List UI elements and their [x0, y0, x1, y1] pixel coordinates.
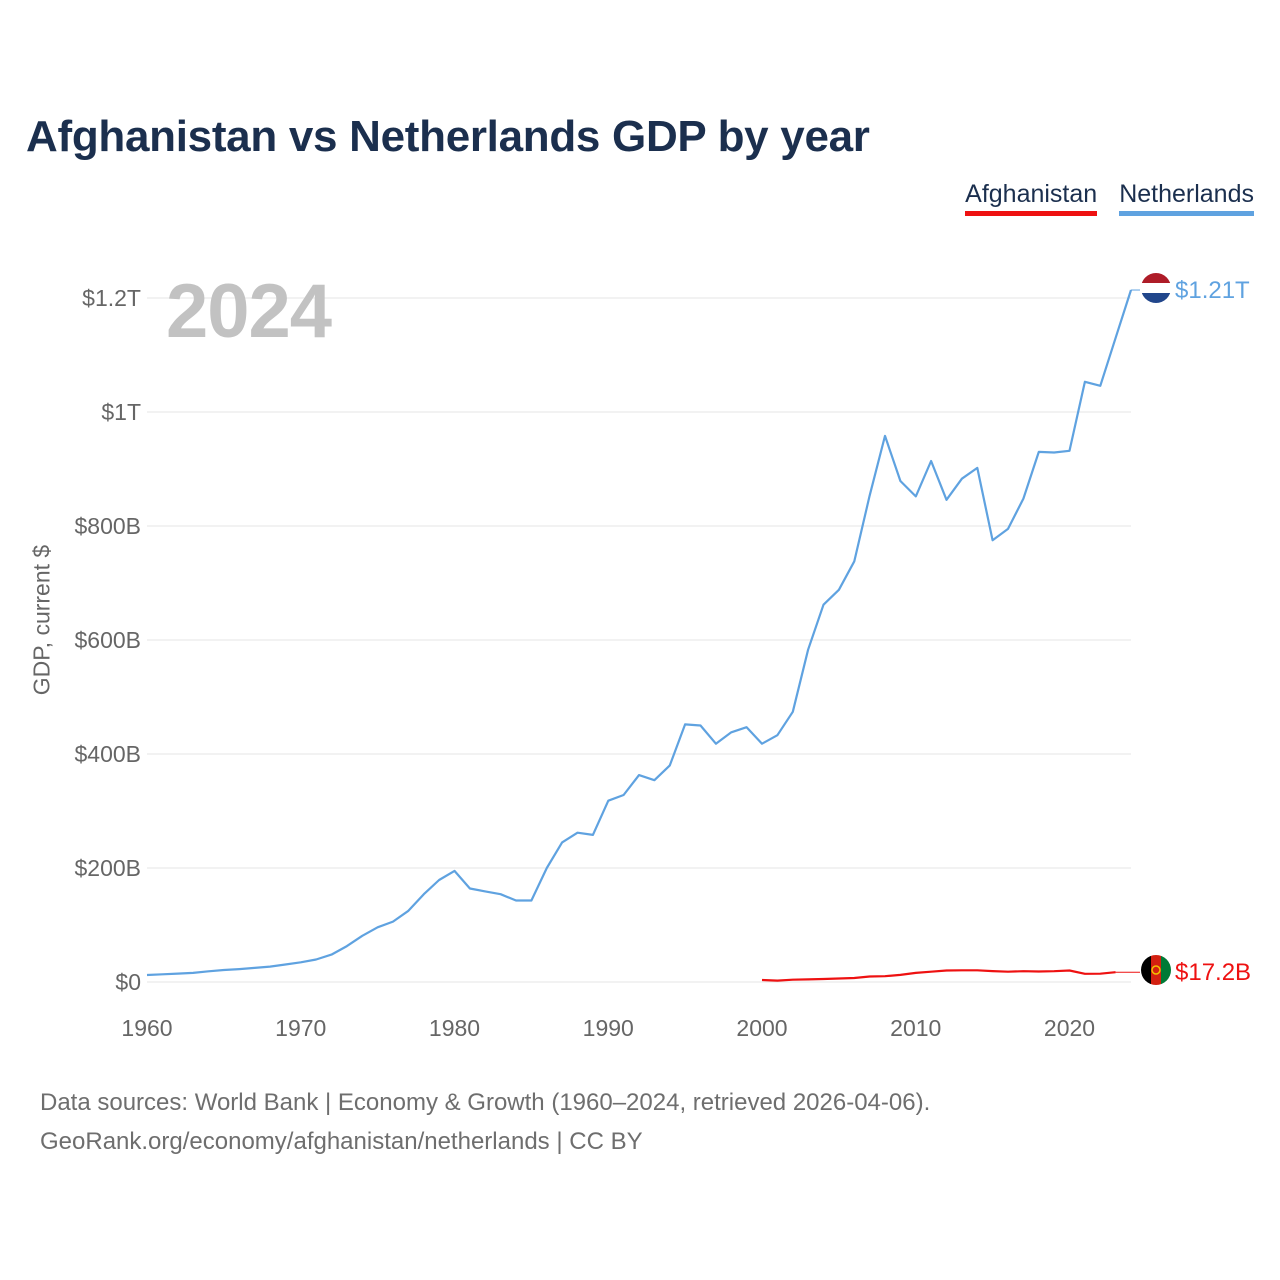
x-tick-label: 1960: [121, 1015, 172, 1041]
legend: Afghanistan Netherlands: [965, 180, 1254, 216]
x-tick-label: 1990: [583, 1015, 634, 1041]
y-tick-label: $1T: [101, 399, 141, 425]
legend-item-afghanistan[interactable]: Afghanistan: [965, 180, 1098, 216]
gdp-line-chart: $0$200B$400B$600B$800B$1T$1.2T 1960 1970 1…: [74, 273, 1251, 1041]
x-tick-label: 2010: [890, 1015, 941, 1041]
series-lines: [146, 289, 1140, 982]
x-tick-label: 2000: [736, 1015, 787, 1041]
end-label-afghanistan: $17.2B: [1175, 959, 1251, 986]
y-tick-label: $200B: [74, 855, 141, 881]
y-tick-labels: $0 $200B $400B $600B $800B $1T $1.2T: [74, 285, 141, 995]
netherlands-flag-icon: [1141, 273, 1171, 303]
series-line-netherlands: [146, 289, 1133, 977]
x-tick-label: 1970: [275, 1015, 326, 1041]
y-tick-label: $0: [115, 969, 141, 995]
source-line-1: Data sources: World Bank | Economy & Gro…: [40, 1089, 931, 1116]
gridlines: [147, 297, 1131, 983]
x-tick-labels: 1960 1970 1980 1990 2000 2010 2020: [121, 1015, 1095, 1041]
y-tick-label: $600B: [74, 627, 141, 653]
x-tick-label: 2020: [1044, 1015, 1095, 1041]
y-tick-label: $800B: [74, 513, 141, 539]
year-label: 2024: [166, 269, 332, 354]
end-label-netherlands: $1.21T: [1175, 277, 1250, 304]
y-tick-label: $400B: [74, 741, 141, 767]
source-line-2[interactable]: GeoRank.org/economy/afghanistan/netherla…: [40, 1128, 643, 1155]
end-labels: $17.2B $1.21T: [1175, 277, 1251, 986]
legend-item-netherlands[interactable]: Netherlands: [1119, 180, 1254, 216]
source-note: Data sources: World Bank | Economy & Gro…: [40, 1083, 930, 1161]
afghanistan-flag-icon: [1141, 955, 1171, 985]
x-tick-label: 1980: [429, 1015, 480, 1041]
chart-title: Afghanistan vs Netherlands GDP by year: [26, 112, 870, 161]
y-tick-label: $1.2T: [82, 285, 141, 311]
series-line-afghanistan: [761, 969, 1116, 982]
